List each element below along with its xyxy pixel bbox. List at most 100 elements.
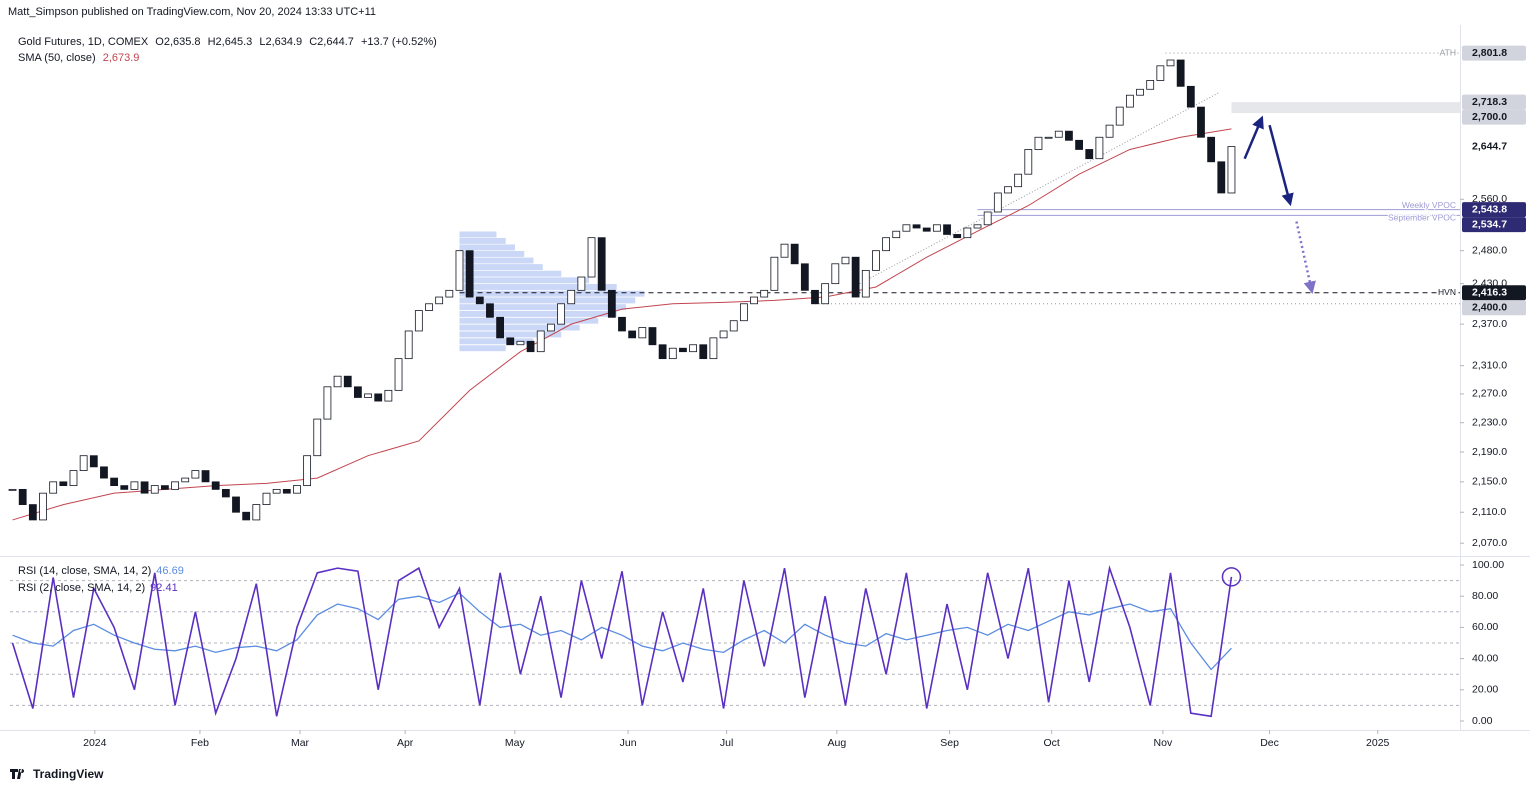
x-tick-label: May [505,737,526,749]
y-tick-label: 0.00 [1472,715,1493,727]
candle-body [384,389,393,402]
candle-body [811,289,819,305]
candle-body [729,320,738,332]
candle-body [282,488,291,494]
candle-body [333,375,342,388]
candle-body [323,386,332,420]
candle-body [191,470,200,479]
candle-body [262,492,271,505]
x-tick-label: Dec [1260,737,1279,749]
candle-body [475,296,484,305]
candle-body [1014,173,1023,188]
candle-body [689,344,697,353]
volume-profile-bar [459,297,636,304]
y-tick-label: 2,230.0 [1472,416,1507,428]
candle-body [293,485,301,494]
candle-body [1176,59,1185,87]
candle-body [414,310,423,332]
candle-body [1227,146,1236,194]
candle-body [1217,161,1226,194]
candle-body [1024,149,1033,175]
y-tick-label: 100.00 [1472,559,1504,571]
volume-profile-bar [459,284,617,290]
candle-body [943,224,951,235]
rsi-legend-value: 46.69 [156,565,184,577]
price-label: 2,644.7 [1472,140,1507,152]
rsi-legend-name: RSI (2, close, SMA, 14, 2) [18,582,145,594]
candle-body [912,224,921,229]
rsi-line [12,592,1232,671]
candle-body [1095,136,1104,160]
level-label: HVN [1438,287,1456,297]
x-tick-label: 2025 [1366,737,1390,749]
candle-body [1065,130,1073,141]
price-label-box [1462,45,1526,61]
rsi-legend: RSI (2, close, SMA, 14, 2) 92.41 [18,582,178,594]
y-tick-label: 2,480.0 [1472,244,1507,256]
volume-profile-bar [459,304,626,311]
candle-body [374,393,383,402]
sma-value: 2,673.9 [103,52,140,64]
candle-body [1105,124,1114,138]
rsi-legend-value: 92.41 [150,582,178,594]
candle-body [242,511,251,521]
price-label-box [1462,109,1526,125]
arrow [1243,115,1264,160]
candle-body [790,243,799,265]
candle-body [404,330,413,360]
candle-body [18,488,27,505]
candle-body [272,488,281,494]
highlight-circle [1221,567,1242,587]
price-label: 2,718.3 [1472,96,1507,108]
quote-change: +13.7 (+0.52%) [361,36,437,48]
candle-body [303,455,312,487]
x-tick-label: Feb [191,737,209,749]
candle-body [1075,139,1083,150]
publisher: Matt_Simpson published on TradingView.co… [8,6,376,18]
arrow [1295,221,1316,294]
candle-body [536,330,545,353]
candle-body [353,386,362,398]
candle-body [1034,136,1043,150]
y-tick-label: 2,190.0 [1472,446,1507,458]
candle-body [1207,136,1216,163]
volume-profile-bar [459,331,562,338]
candle-body [140,481,149,494]
candle-body [496,316,505,339]
candle-body [780,243,789,258]
candle-body [1186,85,1195,108]
candle-body [800,263,809,291]
candle-body [364,393,372,398]
x-tick-label: Jun [620,737,637,749]
quote-close: C2,644.7 [309,36,354,48]
candle-body [150,485,159,494]
candle-body [983,211,992,226]
y-tick-label: 20.00 [1472,684,1498,696]
candle-body [872,250,880,271]
candle-body [313,418,322,457]
candle-body [597,237,606,291]
candle-body [425,303,433,311]
candle-body [1044,136,1053,139]
candle-body [110,477,119,487]
candle-body [1085,149,1094,160]
price-label-box [1462,94,1526,110]
volume-profile-bar [459,345,506,352]
trendline [859,91,1221,285]
level-label: ATH [1440,47,1456,57]
y-tick-label: 2,150.0 [1472,476,1507,488]
candle-body [1054,130,1063,138]
candle-body [932,224,941,232]
symbol: Gold Futures, 1D, COMEX [18,36,149,48]
candle-body [171,481,179,490]
price-label-box [1462,285,1526,301]
candle-body [69,470,78,487]
resistance-zone [1231,102,1460,114]
candle-body [821,283,830,305]
volume-profile-bar [459,264,543,271]
candle-body [1156,65,1165,81]
candle-body [770,256,779,291]
x-tick-label: Aug [827,737,846,749]
